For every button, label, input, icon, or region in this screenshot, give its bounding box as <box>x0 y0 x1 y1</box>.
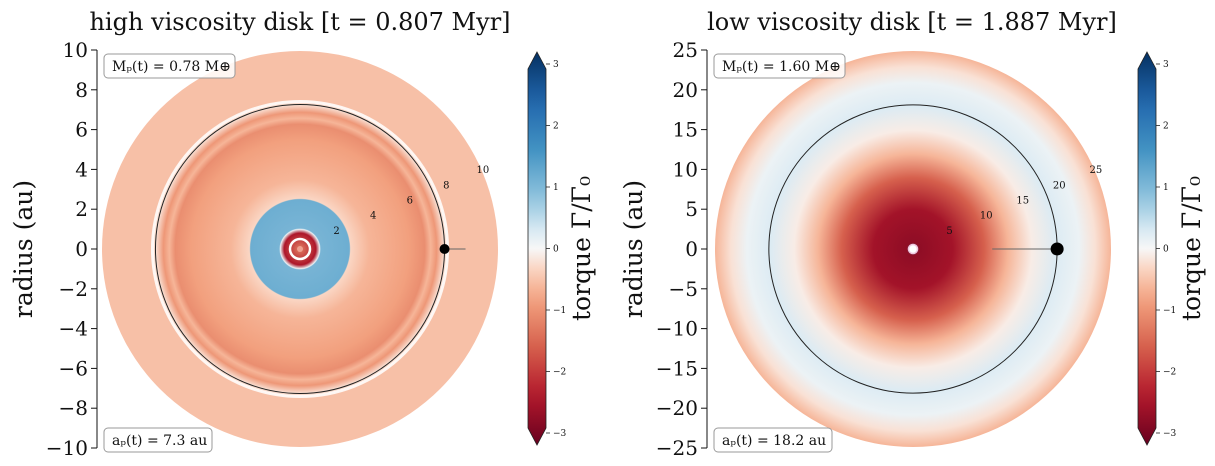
radial-label: 6 <box>407 196 413 207</box>
colorbar-tick-label: 0 <box>1163 245 1169 255</box>
y-tick-label: −4 <box>59 317 88 341</box>
colorbar-label: torque Γ/Γ₀ <box>567 176 596 321</box>
semimajor-label: aₚ(t) = 18.2 au <box>722 433 826 449</box>
radial-label: 10 <box>477 165 490 176</box>
colorbar <box>1137 51 1157 446</box>
panel-2: low viscosity disk [t = 1.887 Myr]510152… <box>619 8 1206 460</box>
colorbar-label: torque Γ/Γ₀ <box>1177 176 1206 321</box>
y-tick-label: −15 <box>656 356 698 380</box>
panel-1: high viscosity disk [t = 0.807 Myr] 2 4 6 8 1… <box>9 8 596 460</box>
radial-label: 2 <box>333 226 339 237</box>
colorbar-tick-label: 2 <box>1163 122 1169 132</box>
radial-label: 4 <box>370 211 376 222</box>
y-tick-label: −25 <box>656 436 698 460</box>
colorbar-tick-label: −1 <box>1163 306 1176 316</box>
colorbar-tick-label: −1 <box>553 306 566 316</box>
y-tick-label: 0 <box>75 237 88 261</box>
planet-dot <box>439 244 450 254</box>
colorbar-tick-label: −2 <box>1163 368 1176 378</box>
colorbar-tick-label: 1 <box>553 183 559 193</box>
y-tick-label: 25 <box>673 38 698 62</box>
y-tick-label: −6 <box>59 356 88 380</box>
chart-title: low viscosity disk [t = 1.887 Myr] <box>707 8 1117 36</box>
semimajor-box <box>103 427 213 453</box>
radial-label: 8 <box>443 180 449 191</box>
y-tick-label: −5 <box>669 277 698 301</box>
colorbar-tick-label: 2 <box>553 122 559 132</box>
y-tick-label: 4 <box>75 157 88 181</box>
semimajor-label: aₚ(t) = 7.3 au <box>112 433 207 449</box>
colorbar-tick-label: 3 <box>553 60 559 70</box>
y-axis-label: radius (au) <box>619 180 648 318</box>
y-tick-label: 10 <box>63 38 88 62</box>
y-tick-label: −10 <box>656 317 698 341</box>
mass-label: Mₚ(t) = 0.78 M⊕ <box>112 59 231 75</box>
y-tick-label: −10 <box>46 436 88 460</box>
central-star <box>907 243 919 255</box>
y-tick-label: 10 <box>673 157 698 181</box>
radial-label: 20 <box>1053 180 1066 191</box>
chart-title: high viscosity disk [t = 0.807 Myr] <box>89 8 510 36</box>
mass-label: Mₚ(t) = 1.60 M⊕ <box>722 59 841 75</box>
inner-ring <box>288 237 312 261</box>
y-axis-label: radius (au) <box>9 180 38 318</box>
colorbar-tick-label: 3 <box>1163 60 1169 70</box>
y-tick-label: 8 <box>75 78 88 102</box>
colorbar <box>527 51 547 446</box>
radial-label: 10 <box>980 211 993 222</box>
y-tick-label: −20 <box>656 396 698 420</box>
radial-label: 15 <box>1016 196 1029 207</box>
y-tick-label: 0 <box>685 237 698 261</box>
y-tick-label: 6 <box>75 118 88 142</box>
y-tick-label: −8 <box>59 396 88 420</box>
y-tick-label: 2 <box>75 197 88 221</box>
semimajor-box <box>713 427 833 453</box>
planet-dot <box>1050 242 1064 256</box>
radial-label: 25 <box>1090 165 1103 176</box>
mass-box <box>103 53 236 79</box>
y-tick-label: 20 <box>673 78 698 102</box>
y-tick-label: 5 <box>685 197 698 221</box>
colorbar-tick-label: −3 <box>553 429 567 439</box>
y-tick-label: 15 <box>673 118 698 142</box>
radial-label: 5 <box>946 226 952 237</box>
colorbar-tick-label: −3 <box>1163 429 1177 439</box>
central-star <box>297 246 303 252</box>
colorbar-tick-label: 0 <box>553 245 559 255</box>
mass-box <box>713 53 846 79</box>
y-tick-label: −2 <box>59 277 88 301</box>
colorbar-tick-label: −2 <box>553 368 566 378</box>
colorbar-tick-label: 1 <box>1163 183 1169 193</box>
